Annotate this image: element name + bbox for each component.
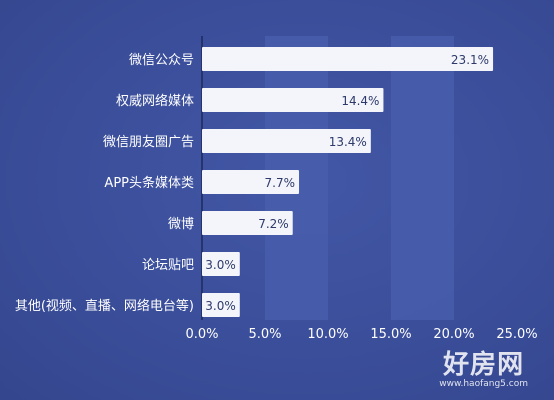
category-label: 论坛贴吧 bbox=[142, 258, 194, 273]
value-label: 7.7% bbox=[265, 176, 296, 190]
x-tick-label: 0.0% bbox=[185, 327, 218, 342]
bar bbox=[202, 170, 300, 194]
value-label: 23.1% bbox=[451, 53, 489, 67]
x-tick-label: 25.0% bbox=[496, 327, 537, 342]
x-tick-label: 20.0% bbox=[433, 327, 474, 342]
bar bbox=[202, 293, 240, 317]
bar bbox=[202, 47, 494, 71]
watermark-url: www.haofang5.com bbox=[439, 379, 528, 389]
grid-band bbox=[391, 36, 454, 320]
watermark: 好房网 www.haofang5.com bbox=[439, 351, 528, 390]
category-label: 微信公众号 bbox=[129, 53, 194, 68]
bar bbox=[202, 88, 384, 112]
category-label: 微博 bbox=[168, 217, 194, 232]
bar bbox=[202, 129, 371, 153]
value-label: 7.2% bbox=[258, 217, 289, 231]
value-label: 14.4% bbox=[341, 94, 379, 108]
category-label: 微信朋友圈广告 bbox=[103, 134, 194, 150]
category-label: 权威网络媒体 bbox=[116, 93, 194, 109]
value-label: 3.0% bbox=[205, 258, 236, 272]
x-tick-label: 15.0% bbox=[370, 327, 411, 342]
category-label: 其他(视频、直播、网络电台等) bbox=[15, 298, 194, 314]
category-label: APP头条媒体类 bbox=[104, 175, 194, 191]
value-label: 13.4% bbox=[329, 135, 367, 149]
bar bbox=[202, 252, 240, 276]
watermark-logo-text: 好房网 bbox=[443, 350, 525, 380]
x-tick-label: 10.0% bbox=[307, 327, 348, 342]
value-label: 3.0% bbox=[205, 299, 236, 313]
x-tick-label: 5.0% bbox=[248, 327, 281, 342]
bar bbox=[202, 211, 293, 235]
